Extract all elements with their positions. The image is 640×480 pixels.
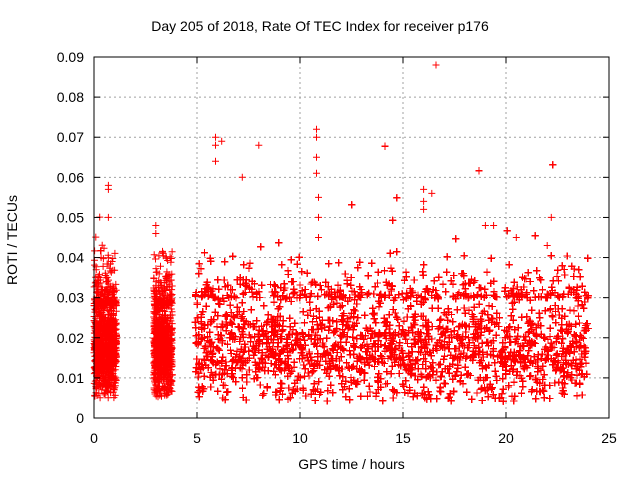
data-point [159,248,167,256]
data-point [104,251,112,259]
data-point [98,335,106,343]
data-point [107,381,115,389]
data-point [109,357,117,365]
data-point [111,384,119,392]
data-point [111,298,119,306]
data-point [94,353,102,361]
data-point [93,392,101,399]
data-point [95,279,102,287]
data-point [104,394,112,402]
x-axis-label: GPS time / hours [298,456,405,472]
data-point [98,241,106,249]
data-point [95,340,103,348]
data-point [150,251,158,259]
data-point [109,255,117,262]
data-point [91,261,99,269]
data-point [101,320,109,328]
data-point [100,244,108,252]
data-point [112,325,120,333]
data-point [95,379,103,387]
data-point [107,350,115,358]
data-point [96,271,103,279]
data-point [106,267,114,275]
data-point [101,290,109,298]
data-point [92,365,100,373]
data-point [104,294,112,301]
data-point [94,272,102,280]
data-point [95,361,103,368]
data-point [111,391,119,399]
data-point [104,311,112,319]
data-point [98,324,105,332]
data-point [106,334,114,342]
data-point [103,330,111,338]
data-point [111,249,119,257]
data-point [107,288,115,296]
data-points [90,61,592,405]
data-point [96,309,104,317]
data-point [111,266,119,274]
data-point [97,312,105,320]
data-point [91,247,99,255]
data-point [100,299,108,306]
data-point [100,376,108,384]
data-point [111,332,119,340]
data-point [103,305,111,313]
data-point [91,326,99,334]
data-point [99,255,107,263]
data-point [105,323,113,331]
data-point [107,304,115,312]
data-point [168,248,176,256]
data-point [107,315,114,323]
data-point [111,339,119,347]
data-point [107,347,114,355]
data-point [112,280,120,288]
data-point [91,357,99,364]
data-point [152,255,159,263]
data-point [102,272,110,279]
data-point [98,283,106,291]
data-point [101,300,109,308]
data-point [111,373,119,381]
data-point [94,301,102,309]
data-point [111,294,118,302]
data-point [91,318,99,326]
data-point [91,338,99,345]
data-point [98,315,106,323]
data-point [102,383,110,391]
data-point [105,371,113,379]
data-point [97,366,105,374]
data-point [112,343,120,351]
chart-title: Day 205 of 2018, Rate Of TEC Index for r… [151,18,489,34]
data-point [93,289,101,297]
data-point [104,280,112,288]
data-point [103,363,111,371]
data-point [100,390,108,397]
data-point [93,370,101,378]
data-point [107,388,115,396]
data-point [107,364,115,372]
data-point [104,352,112,360]
data-point [99,262,107,270]
data-point [103,260,111,268]
data-point [92,233,100,241]
data-point [110,385,117,393]
data-point [95,360,103,368]
data-point [94,289,102,297]
